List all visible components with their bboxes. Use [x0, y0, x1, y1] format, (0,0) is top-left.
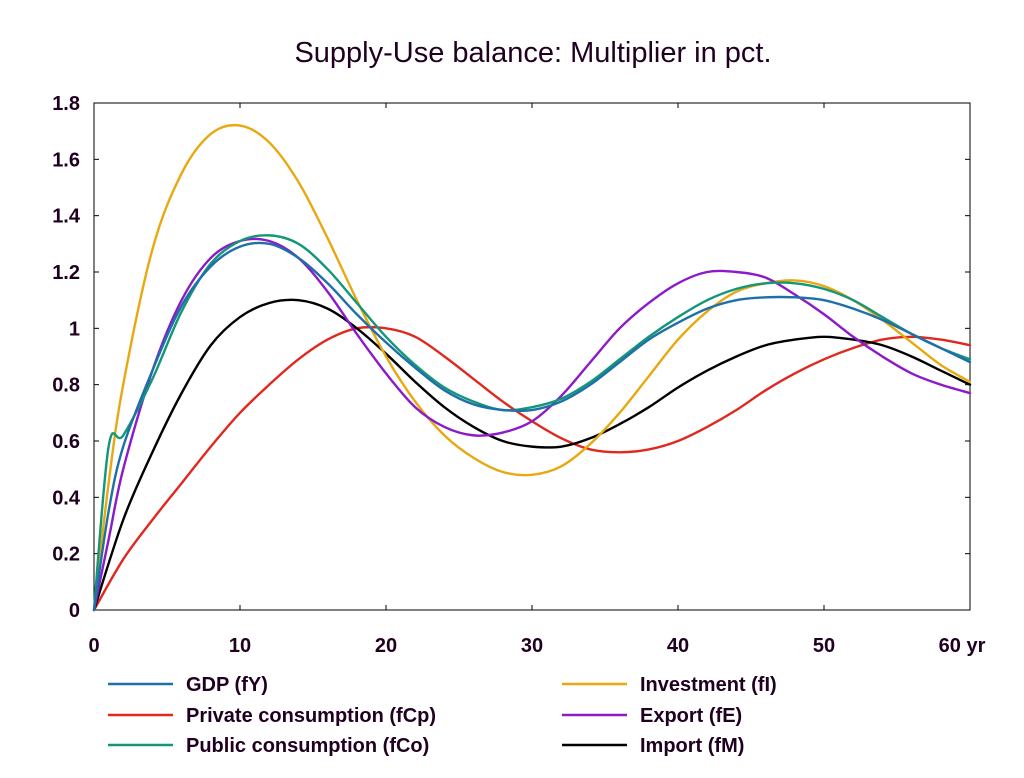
- legend-label-5: Import (fM): [640, 735, 744, 757]
- x-tick-label: 30: [521, 635, 543, 657]
- y-tick-label: 1.6: [52, 149, 80, 171]
- series-line-4: [92, 237, 972, 612]
- legend-label-0: GDP (fY): [186, 674, 268, 696]
- legend-label-4: Export (fE): [640, 705, 742, 727]
- x-tick-label: 20: [375, 635, 397, 657]
- legend: GDP (fY) Private consumption (fCp) Public …: [108, 674, 777, 757]
- y-tick-label: 1.2: [52, 262, 80, 284]
- y-tick-label: 0.4: [52, 487, 81, 509]
- x-axis: 0 10 20 30 40 50 60 yr: [88, 103, 986, 657]
- y-tick-label: 1: [69, 318, 80, 340]
- y-tick-label: 0: [69, 600, 80, 622]
- series-line-0: [92, 241, 972, 612]
- plot-border: [93, 102, 971, 611]
- legend-label-1: Private consumption (fCp): [186, 705, 436, 727]
- chart-title: Supply-Use balance: Multiplier in pct.: [294, 37, 771, 69]
- x-tick-label: 50: [813, 635, 835, 657]
- x-tick-label: 40: [667, 635, 689, 657]
- series-line-1: [92, 325, 972, 612]
- legend-label-2: Public consumption (fCo): [186, 735, 429, 757]
- x-tick-label: 0: [88, 635, 99, 657]
- y-axis: 0 0.2 0.4 0.6 0.8 1 1.2 1.4 1.6 1.8: [52, 93, 970, 622]
- plot-frame: [93, 102, 971, 611]
- series-line-3: [92, 123, 972, 612]
- x-tick-label: 60 yr: [939, 635, 986, 657]
- y-tick-label: 1.4: [52, 206, 81, 228]
- legend-label-3: Investment (fI): [640, 674, 777, 696]
- y-tick-label: 0.8: [52, 375, 80, 397]
- series-line-5: [92, 298, 972, 612]
- series-group: [92, 123, 972, 612]
- x-tick-label: 10: [229, 635, 251, 657]
- y-tick-label: 0.2: [52, 544, 80, 566]
- y-tick-label: 0.6: [52, 431, 80, 453]
- y-tick-label: 1.8: [52, 93, 80, 115]
